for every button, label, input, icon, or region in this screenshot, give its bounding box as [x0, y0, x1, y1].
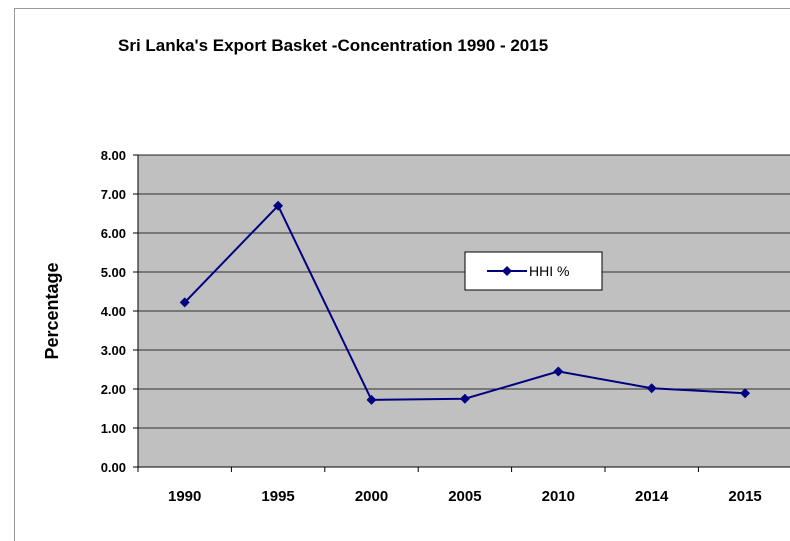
x-tick-label: 1995	[261, 488, 294, 505]
legend: HHI %	[464, 251, 603, 291]
x-tick-label: 2014	[635, 488, 669, 505]
chart-title: Sri Lanka's Export Basket -Concentration…	[118, 36, 548, 55]
y-tick-label: 3.00	[101, 343, 126, 358]
y-tick-label: 6.00	[101, 226, 126, 241]
series-layer	[179, 200, 751, 405]
x-tick-label: 2000	[355, 488, 388, 505]
data-point	[273, 200, 284, 211]
y-tick-label: 1.00	[101, 421, 126, 436]
grid-lines	[138, 154, 790, 429]
data-point	[553, 366, 564, 377]
y-tick-label: 2.00	[101, 382, 126, 397]
y-tick-label: 5.00	[101, 265, 126, 280]
x-tick-label: 1990	[168, 488, 201, 505]
y-tick-label: 0.00	[101, 460, 126, 475]
x-tick-label: 2005	[448, 488, 481, 505]
data-point	[646, 383, 657, 394]
x-tick-label: 2015	[728, 488, 761, 505]
data-point	[179, 297, 190, 308]
legend-marker	[502, 266, 512, 276]
data-point	[740, 388, 751, 399]
data-point	[459, 393, 470, 404]
y-tick-label: 8.00	[101, 148, 126, 163]
x-tick-label: 2010	[542, 488, 575, 505]
x-axis-ticks: 1990 1995 2000 2005 2010 2014 2015	[137, 467, 762, 505]
y-tick-label: 4.00	[101, 304, 126, 319]
y-tick-label: 7.00	[101, 187, 126, 202]
y-axis-label: Percentage	[42, 262, 62, 359]
data-point	[366, 394, 377, 405]
y-axis-ticks: 0.00 1.00 2.00 3.00 4.00 5.00 6.00 7.00 8.00	[101, 148, 138, 475]
legend-entry-hhi: HHI %	[529, 263, 569, 279]
